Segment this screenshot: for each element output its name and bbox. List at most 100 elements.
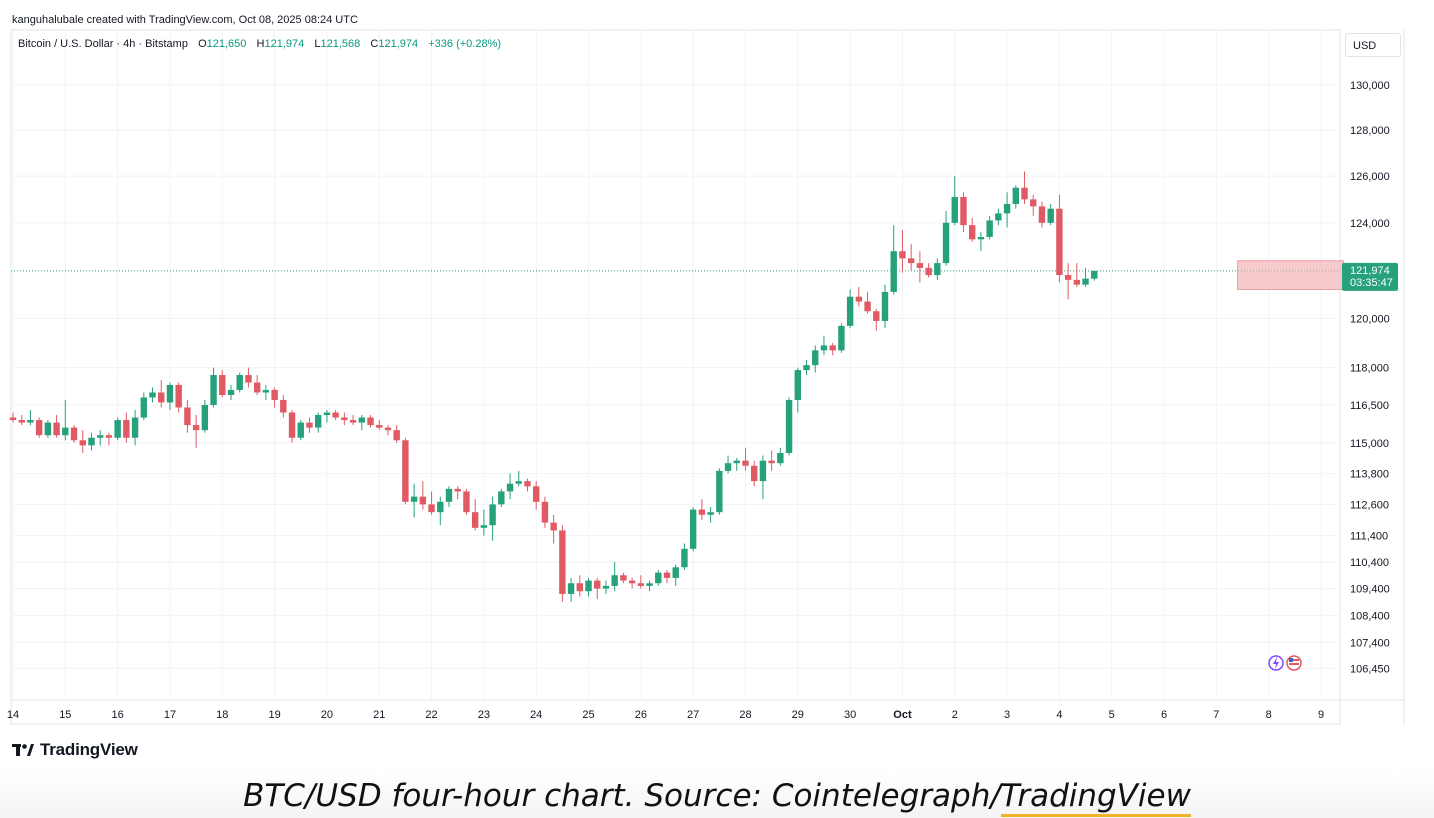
candle-body — [393, 430, 400, 441]
candle-body — [367, 417, 374, 426]
gridlines — [10, 29, 1405, 725]
candle-body — [236, 375, 243, 390]
candle-body — [663, 572, 671, 578]
chart-credit: kanguhalubale created with TradingView.c… — [12, 14, 358, 26]
candle-body — [672, 567, 679, 578]
time-tick-label: 18 — [216, 709, 228, 721]
candle-body — [70, 427, 78, 441]
candle-body — [951, 197, 958, 223]
tradingview-logo[interactable]: TradingView — [12, 740, 138, 760]
price-tick-label: 126,000 — [1350, 171, 1390, 183]
candle-body — [716, 470, 723, 513]
price-tick-label: 112,600 — [1350, 499, 1389, 511]
candle-body — [977, 236, 985, 240]
candle-body — [131, 417, 139, 438]
low-value: 121,568 — [320, 38, 361, 50]
time-tick-label: 28 — [739, 709, 751, 721]
price-tick-label: 109,400 — [1350, 584, 1390, 596]
candle-body — [855, 296, 863, 302]
time-tick-label: 26 — [635, 709, 647, 721]
candle-body — [777, 452, 784, 464]
candle-body — [986, 220, 993, 237]
candle-body — [271, 389, 278, 400]
time-tick-label: 16 — [112, 709, 124, 721]
candle-body — [1064, 275, 1072, 280]
candle-body — [602, 585, 610, 589]
symbol-legend: Bitcoin / U.S. Dollar · 4h · Bitstamp O1… — [18, 38, 501, 50]
price-tick-label: 130,000 — [1350, 80, 1390, 92]
candle-body — [463, 491, 470, 513]
candle-body — [489, 504, 496, 526]
candle-body — [689, 509, 697, 549]
time-tick-label: 9 — [1318, 709, 1324, 721]
time-tick-label: 15 — [59, 709, 71, 721]
candle-body — [315, 415, 322, 428]
price-axis[interactable]: 130,000 128,000 126,000 124,000 120,000 118,0… — [1350, 80, 1390, 676]
open-label: O — [198, 38, 207, 50]
candle-body — [62, 427, 69, 436]
candle-body — [140, 397, 147, 418]
price-tick-label: 107,400 — [1350, 637, 1390, 649]
candle-body — [384, 427, 392, 431]
time-tick-label: 30 — [844, 709, 856, 721]
high-label: H — [256, 38, 265, 50]
candle-body — [515, 481, 522, 484]
time-tick-label: 27 — [687, 709, 699, 721]
candles — [9, 171, 1098, 602]
figure-caption: BTC/USD four-hour chart. Source: Cointel… — [0, 778, 1434, 817]
candle-body — [751, 465, 758, 482]
price-tick-label: 118,000 — [1350, 363, 1389, 375]
candle-body — [158, 392, 165, 403]
candle-body — [506, 483, 514, 492]
candle-body — [471, 512, 479, 528]
candle-body — [942, 222, 950, 264]
candle-body — [1047, 208, 1054, 223]
caption-text: BTC/USD four-hour chart. Source: Cointel… — [243, 778, 1001, 814]
candle-body — [53, 422, 60, 436]
flag-canton-icon — [1289, 658, 1293, 662]
candle-body — [428, 504, 435, 513]
candle-body — [219, 375, 226, 395]
price-tick-label: 110,400 — [1350, 557, 1389, 569]
time-tick-label: 6 — [1161, 709, 1167, 721]
time-tick-label: 2 — [952, 709, 958, 721]
candle-body — [812, 350, 819, 366]
event-markers[interactable] — [1268, 655, 1302, 671]
candle-body — [262, 389, 270, 393]
candle-body — [873, 311, 880, 321]
currency-button[interactable]: USD — [1345, 33, 1401, 57]
price-tick-label: 116,500 — [1350, 400, 1389, 412]
candle-body — [698, 509, 706, 515]
flag-stripe-icon — [1289, 659, 1299, 661]
tradingview-logo-icon — [12, 744, 34, 756]
candle-body — [969, 225, 976, 240]
candle-body — [611, 575, 618, 586]
candle-body — [306, 422, 313, 428]
price-tick-label: 106,450 — [1350, 663, 1390, 675]
candle-body — [402, 440, 409, 502]
candle-body — [541, 501, 549, 523]
candle-body — [838, 325, 845, 351]
candle-body — [594, 580, 601, 589]
highlight-zone — [1237, 260, 1344, 290]
candle-body — [846, 296, 854, 326]
candle-body — [724, 463, 732, 471]
price-tick-label: 115,000 — [1350, 438, 1389, 450]
candle-body — [88, 437, 95, 446]
time-axis[interactable]: 14 15 16 17 18 19 20 21 22 23 24 25 26 27 28 29 30 Oct 2 3 4… — [7, 709, 1324, 721]
candle-body — [559, 530, 566, 594]
candle-body — [341, 417, 348, 421]
time-tick-label: 17 — [164, 709, 176, 721]
candle-body — [785, 399, 793, 453]
time-tick-label: 20 — [321, 709, 333, 721]
candle-body — [1056, 208, 1063, 276]
candle-body — [1021, 187, 1028, 200]
bar-countdown: 03:35:47 — [1350, 277, 1393, 289]
caption-source-link[interactable]: TradingView — [1000, 778, 1191, 817]
time-tick-label: 5 — [1109, 709, 1115, 721]
time-tick-label: 24 — [530, 709, 542, 721]
candle-body — [445, 488, 453, 502]
candle-body — [655, 572, 662, 584]
candle-body — [533, 486, 540, 502]
